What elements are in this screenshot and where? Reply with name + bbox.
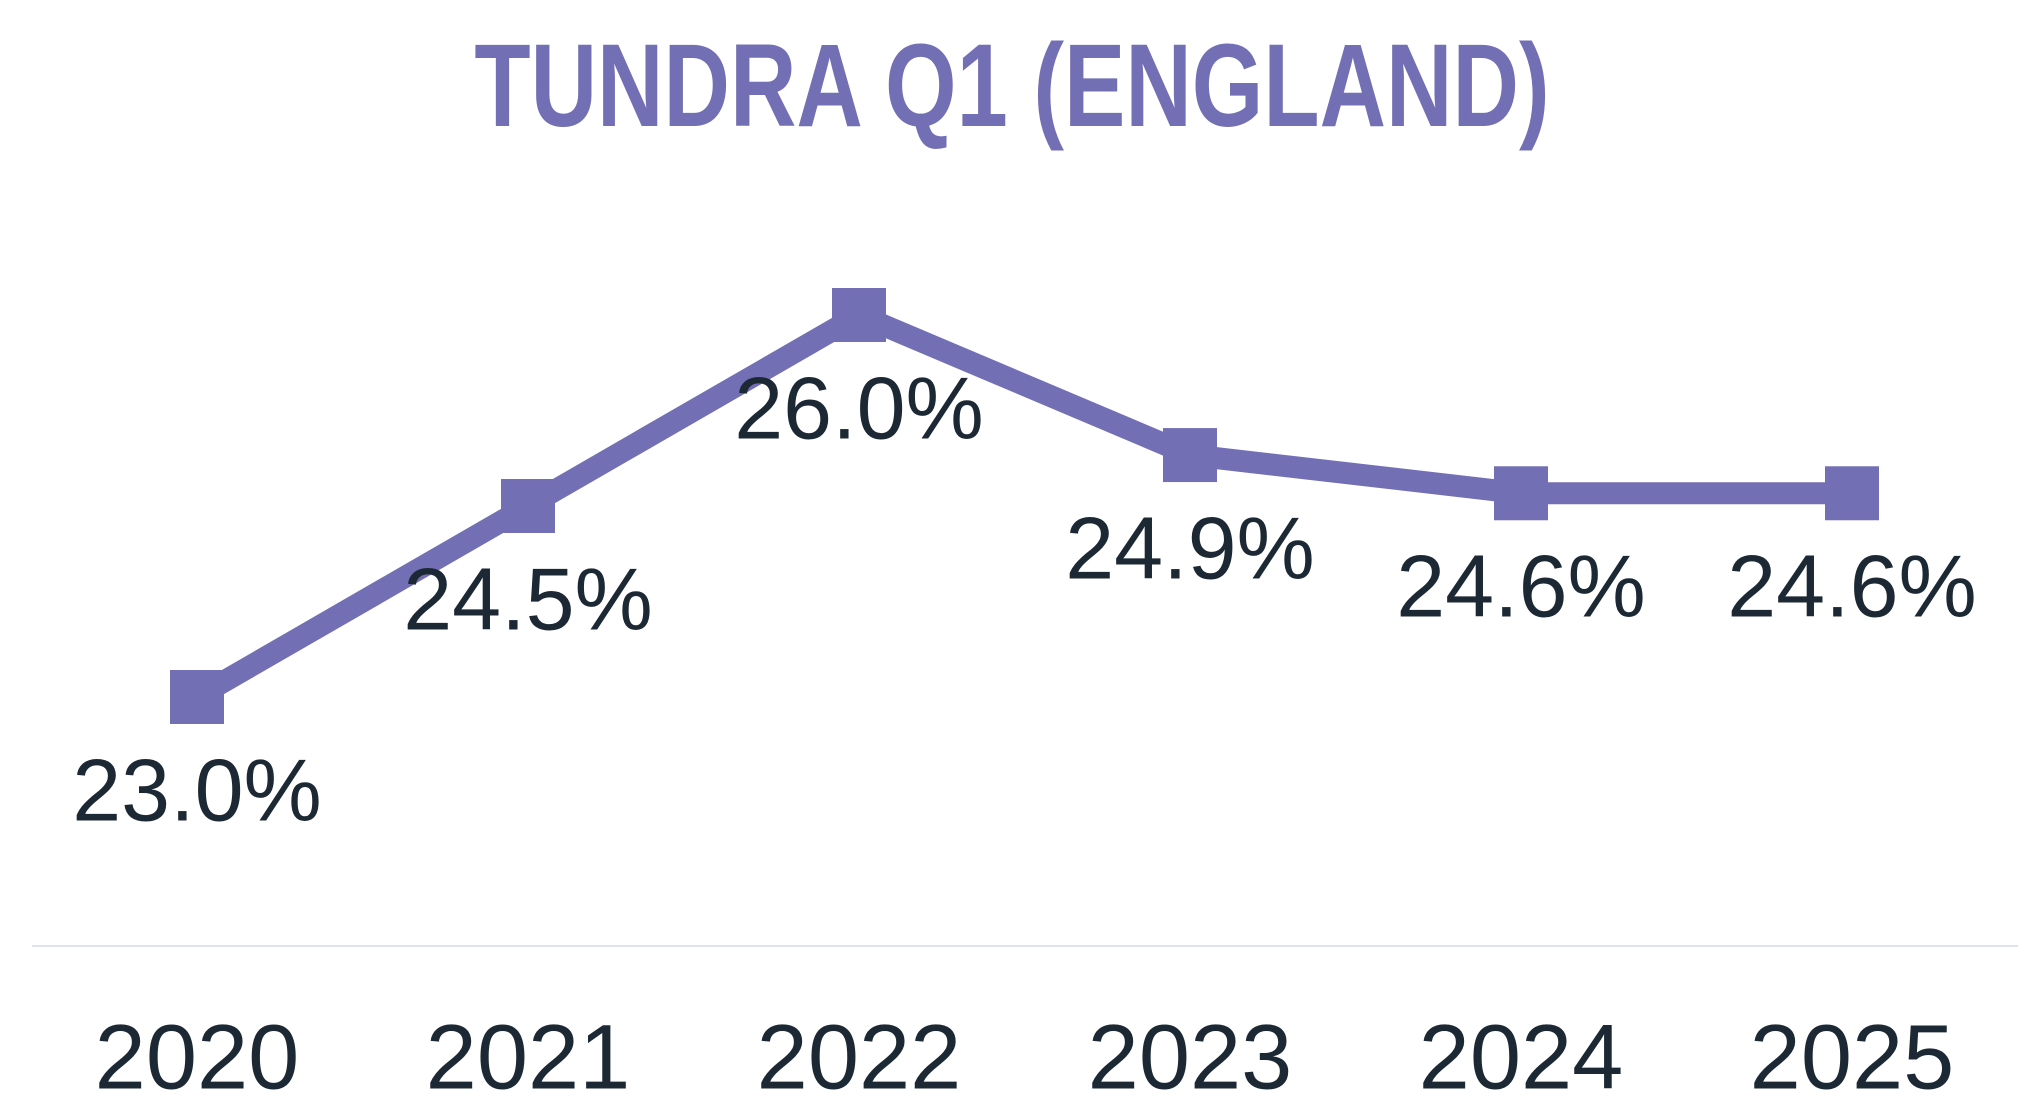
x-tick-label: 2022 — [757, 1006, 962, 1106]
chart-title: TUNDRA Q1 (ENGLAND) — [474, 20, 1549, 152]
data-label: 24.6% — [1396, 537, 1646, 636]
x-tick-label: 2025 — [1750, 1006, 1955, 1106]
marker — [170, 670, 224, 724]
marker — [1163, 428, 1217, 483]
marker — [501, 479, 555, 533]
data-label: 23.0% — [72, 740, 322, 839]
x-tick-label: 2024 — [1419, 1006, 1624, 1106]
data-label: 24.9% — [1065, 498, 1315, 597]
data-label: 24.6% — [1727, 537, 1977, 636]
data-label: 26.0% — [734, 358, 984, 457]
data-label: 24.5% — [403, 549, 653, 648]
marker — [1825, 466, 1879, 521]
x-tick-label: 2021 — [426, 1006, 631, 1106]
x-tick-label: 2023 — [1088, 1006, 1293, 1106]
x-tick-label: 2020 — [95, 1006, 300, 1106]
marker — [1494, 466, 1548, 521]
marker — [832, 288, 886, 342]
line — [191, 304, 1852, 707]
